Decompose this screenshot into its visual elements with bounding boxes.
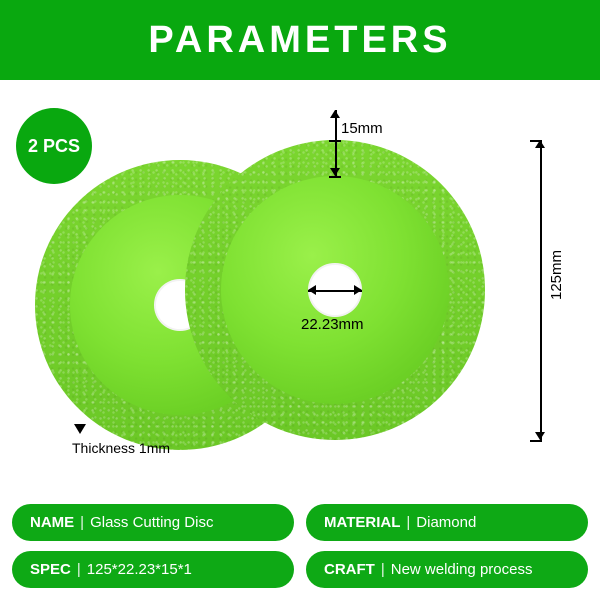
dim-rim-line <box>335 110 337 176</box>
dim-rim-tick-top <box>329 140 341 142</box>
spec-sep: | <box>80 514 84 531</box>
spec-chip-name: NAME | Glass Cutting Disc <box>12 504 294 541</box>
quantity-badge-text: 2 PCS <box>28 136 80 157</box>
spec-grid: NAME | Glass Cutting Disc MATERIAL | Diamond S… <box>12 504 588 588</box>
spec-key: SPEC <box>30 561 71 578</box>
dim-bore-label: 22.23mm <box>301 316 364 333</box>
spec-sep: | <box>406 514 410 531</box>
spec-value: 125*22.23*15*1 <box>87 561 192 578</box>
dim-outer-arrow-bot <box>535 432 545 440</box>
dim-thickness: Thickness 1mm <box>72 440 170 456</box>
dim-rim-label: 15mm <box>341 120 383 137</box>
dim-outer-tick-bot <box>530 440 542 442</box>
dim-rim-tick-bot <box>329 176 341 178</box>
spec-value: Diamond <box>416 514 476 531</box>
spec-key: CRAFT <box>324 561 375 578</box>
dim-bore-arrow-l <box>308 285 316 295</box>
spec-sep: | <box>77 561 81 578</box>
dim-outer-line <box>540 140 542 440</box>
spec-chip-spec: SPEC | 125*22.23*15*1 <box>12 551 294 588</box>
spec-chip-material: MATERIAL | Diamond <box>306 504 588 541</box>
quantity-badge: 2 PCS <box>16 108 92 184</box>
spec-key: NAME <box>30 514 74 531</box>
dim-rim-arrow-top <box>330 110 340 118</box>
spec-chip-craft: CRAFT | New welding process <box>306 551 588 588</box>
dim-outer-label: 125mm <box>548 250 565 300</box>
spec-value: New welding process <box>391 561 533 578</box>
dim-thickness-label: Thickness 1mm <box>72 440 170 456</box>
dim-rim-arrow-bot <box>330 168 340 176</box>
spec-value: Glass Cutting Disc <box>90 514 213 531</box>
dim-outer-tick-top <box>530 140 542 142</box>
spec-key: MATERIAL <box>324 514 400 531</box>
header-banner: PARAMETERS <box>0 0 600 80</box>
dim-bore-arrow-r <box>354 285 362 295</box>
spec-sep: | <box>381 561 385 578</box>
page-title: PARAMETERS <box>148 19 451 62</box>
product-diagram: 2 PCS 15mm 22.23mm 125mm Thickness 1mm <box>0 80 600 480</box>
